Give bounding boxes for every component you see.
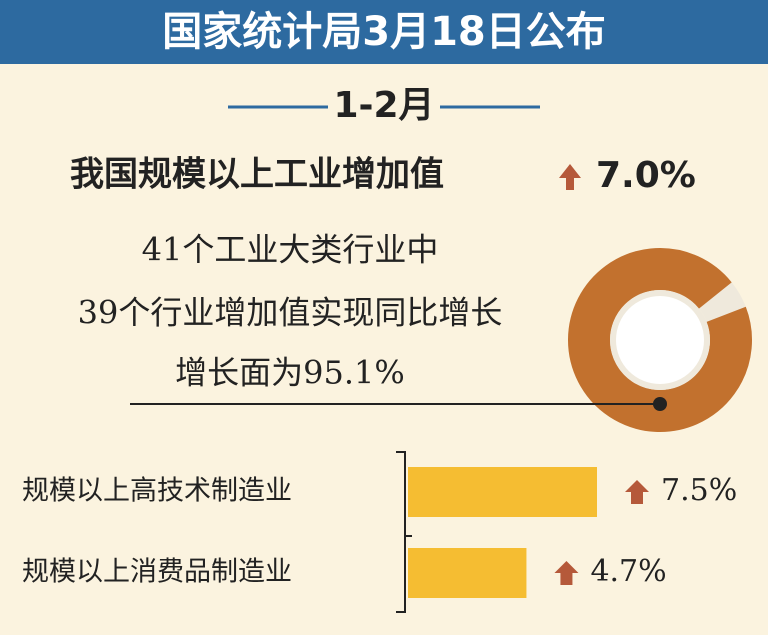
headline-value: 7.0% <box>596 155 696 196</box>
bracket <box>396 451 412 613</box>
period: 1-2月 <box>333 85 434 126</box>
headline-label: 我国规模以上工业增加值 <box>70 155 444 195</box>
value-label: 7.5% <box>661 473 737 508</box>
bar-label: 规模以上高技术制造业 <box>22 476 292 507</box>
header-band <box>0 0 768 64</box>
up-arrow <box>625 480 649 504</box>
bar <box>408 467 597 517</box>
bar-chart: 规模以上高技术制造业 7.5% 规模以上消费品制造业 4.7% <box>22 467 737 598</box>
bar <box>408 548 527 598</box>
donut-hole <box>616 296 704 384</box>
pointer-dot <box>653 397 667 411</box>
donut-arc <box>568 248 752 432</box>
bar-label: 规模以上消费品制造业 <box>22 557 292 588</box>
donut <box>568 248 752 432</box>
value-label: 4.7% <box>590 554 666 589</box>
note: 39个行业增加值实现同比增长 <box>78 294 503 332</box>
header-title: 国家统计局3月18日公布 <box>162 9 606 55</box>
up-arrow <box>554 561 579 585</box>
note: 增长面为95.1% <box>175 354 405 392</box>
note: 41个工业大类行业中 <box>142 231 439 269</box>
up-arrow <box>559 164 581 190</box>
